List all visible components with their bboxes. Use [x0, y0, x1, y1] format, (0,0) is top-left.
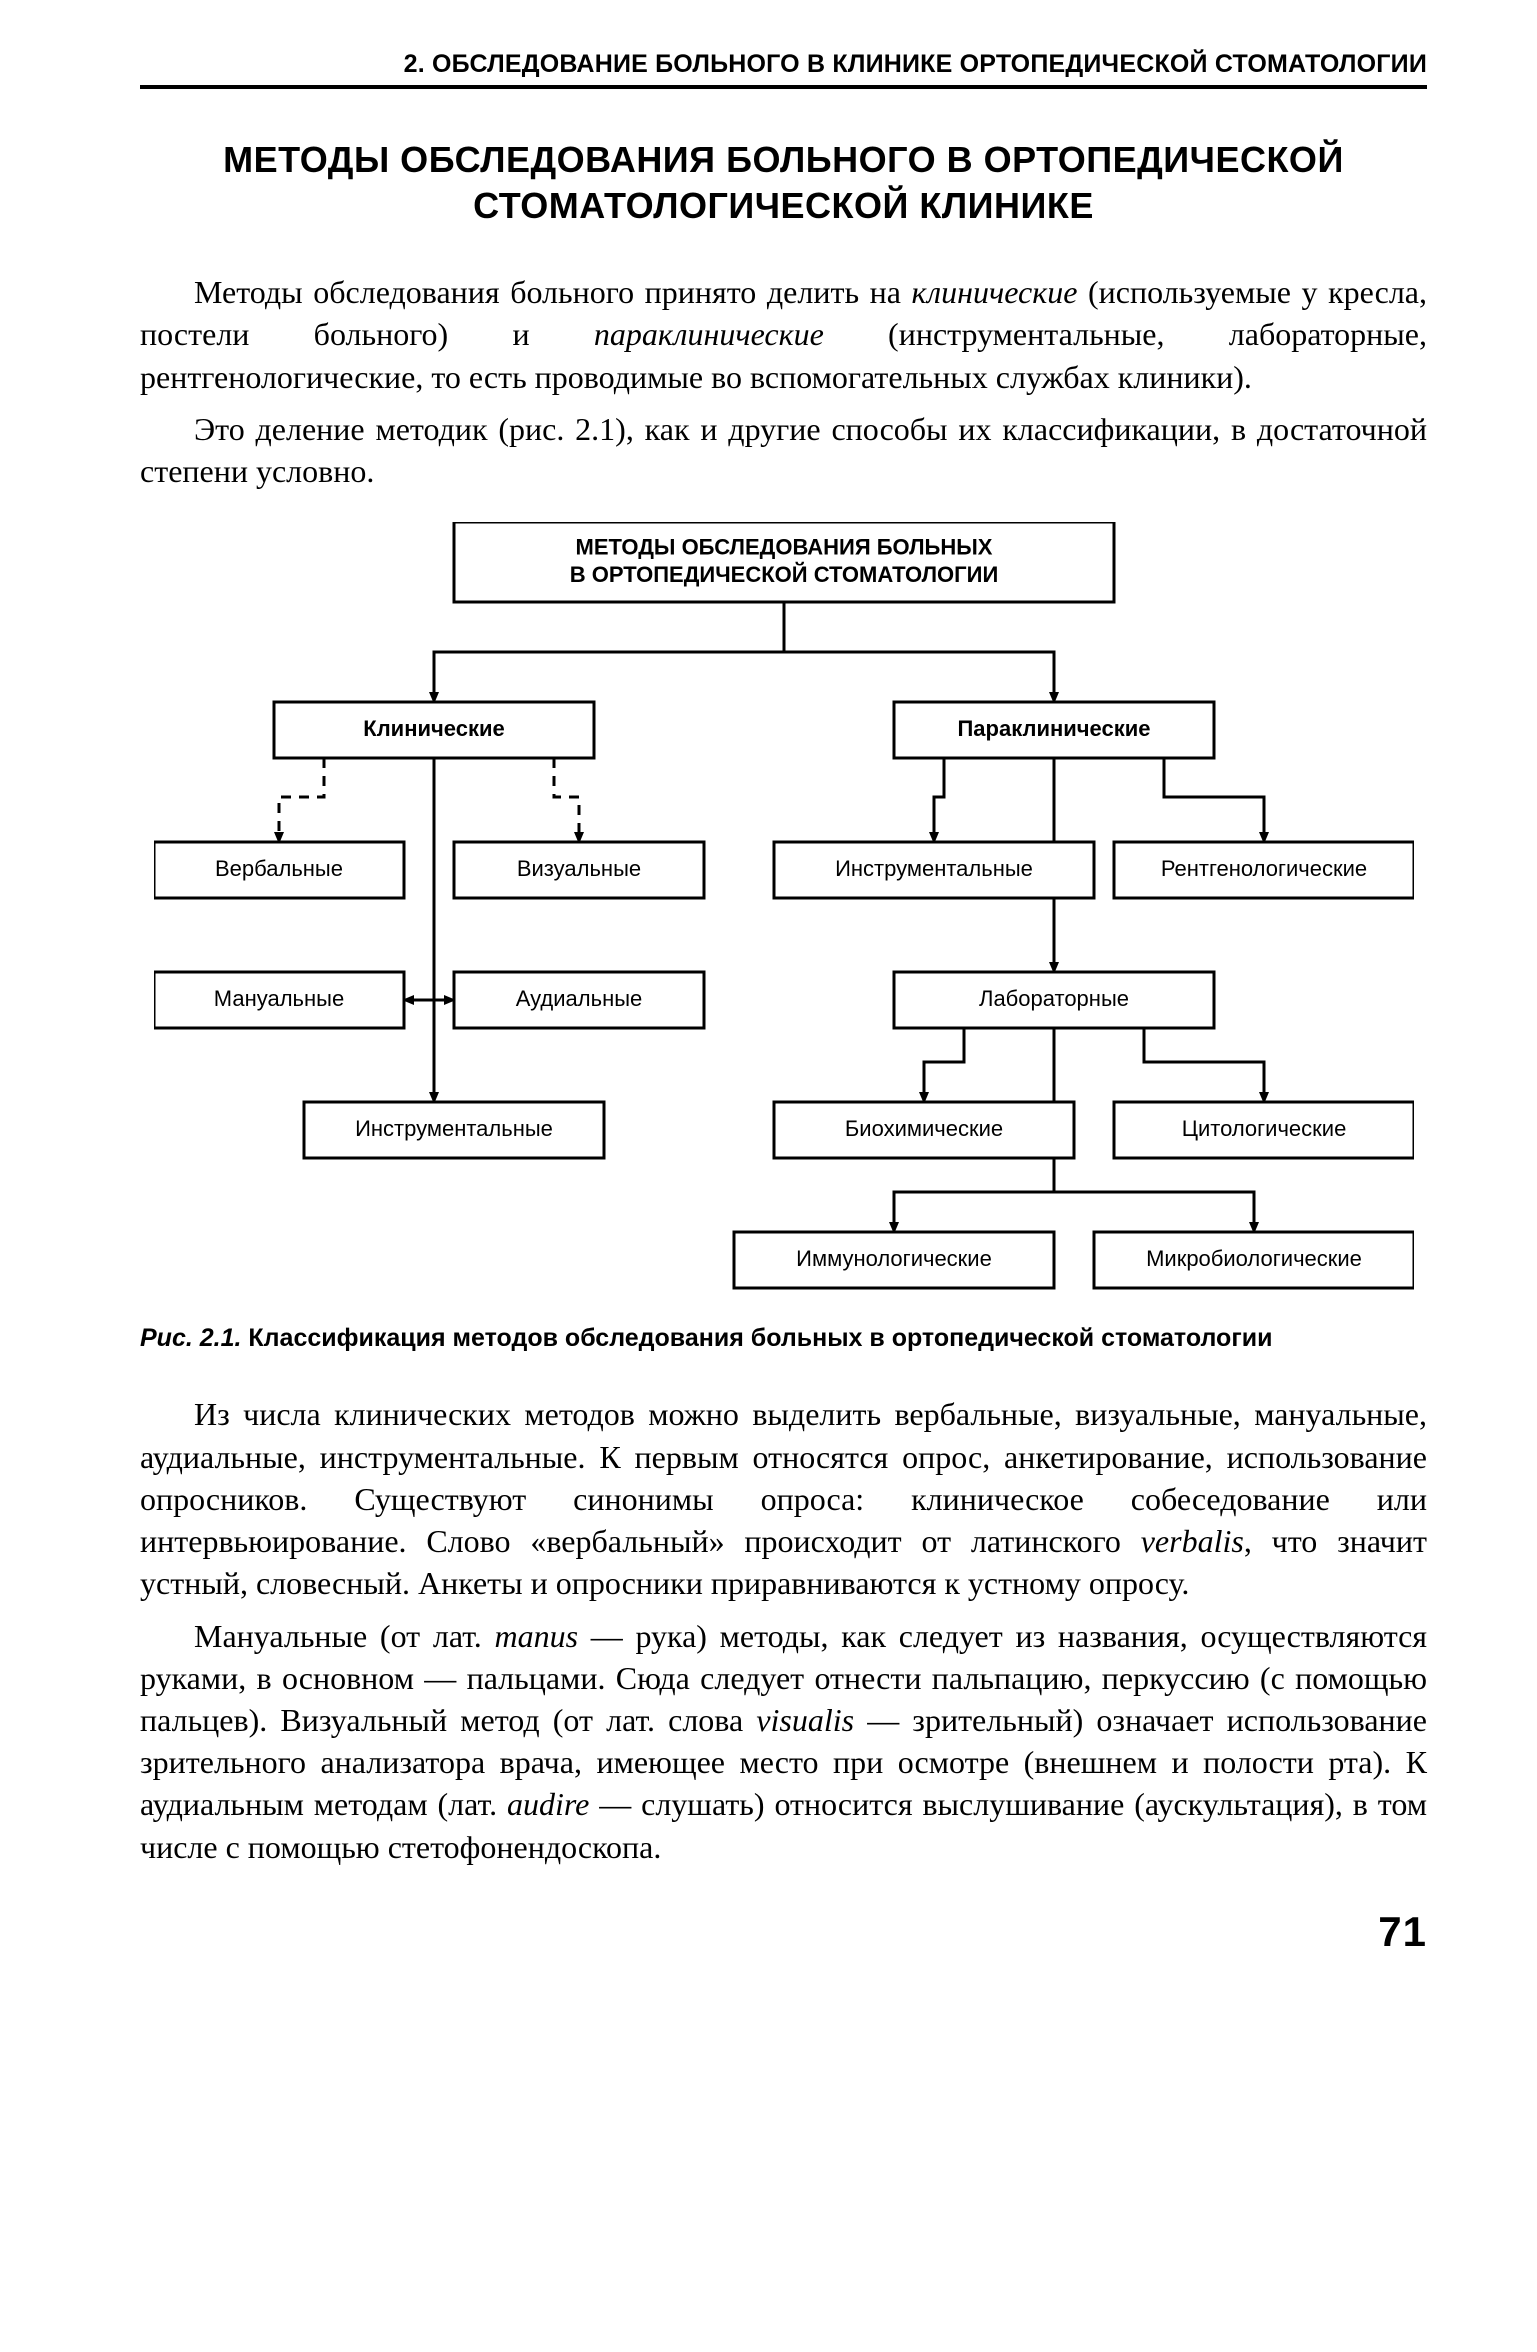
- svg-text:Рентгенологические: Рентгенологические: [1160, 856, 1366, 881]
- svg-text:Микробиологические: Микробиологические: [1146, 1246, 1362, 1271]
- figure-caption: Рис. 2.1. Классификация методов обследов…: [140, 1324, 1427, 1353]
- svg-text:Биохимические: Биохимические: [844, 1116, 1002, 1141]
- svg-text:Аудиальные: Аудиальные: [515, 986, 642, 1011]
- text: Мануальные (от лат.: [194, 1618, 494, 1654]
- page: 2. ОБСЛЕДОВАНИЕ БОЛЬНОГО В КЛИНИКЕ ОРТОП…: [0, 0, 1537, 1996]
- svg-text:Мануальные: Мануальные: [213, 986, 343, 1011]
- svg-text:Инструментальные: Инструментальные: [835, 856, 1033, 881]
- italic: verbalis: [1141, 1523, 1244, 1559]
- svg-text:В ОРТОПЕДИЧЕСКОЙ СТОМАТОЛОГИИ: В ОРТОПЕДИЧЕСКОЙ СТОМАТОЛОГИИ: [569, 562, 998, 587]
- caption-text: Классификация методов обследования больн…: [241, 1324, 1272, 1352]
- paragraph-1: Методы обследования больного принято дел…: [140, 271, 1427, 398]
- italic: visualis: [756, 1702, 854, 1738]
- caption-lead: Рис. 2.1.: [140, 1324, 241, 1352]
- svg-text:Вербальные: Вербальные: [215, 856, 343, 881]
- text: Методы обследования больного принято дел…: [194, 274, 912, 310]
- italic: manus: [494, 1618, 578, 1654]
- svg-text:Цитологические: Цитологические: [1181, 1116, 1346, 1141]
- paragraph-4: Мануальные (от лат. manus — рука) методы…: [140, 1615, 1427, 1868]
- running-head: 2. ОБСЛЕДОВАНИЕ БОЛЬНОГО В КЛИНИКЕ ОРТОП…: [140, 50, 1427, 89]
- svg-text:Визуальные: Визуальные: [516, 856, 640, 881]
- svg-text:Иммунологические: Иммунологические: [796, 1246, 992, 1271]
- page-title: МЕТОДЫ ОБСЛЕДОВАНИЯ БОЛЬНОГО В ОРТОПЕДИЧ…: [140, 137, 1427, 229]
- classification-diagram: МЕТОДЫ ОБСЛЕДОВАНИЯ БОЛЬНЫХВ ОРТОПЕДИЧЕС…: [140, 522, 1427, 1302]
- italic: audire: [507, 1786, 589, 1822]
- svg-text:Инструментальные: Инструментальные: [355, 1116, 553, 1141]
- svg-text:МЕТОДЫ ОБСЛЕДОВАНИЯ БОЛЬНЫХ: МЕТОДЫ ОБСЛЕДОВАНИЯ БОЛЬНЫХ: [575, 535, 992, 560]
- italic: параклинические: [594, 316, 824, 352]
- svg-text:Клинические: Клинические: [363, 716, 504, 741]
- svg-text:Лабораторные: Лабораторные: [979, 986, 1129, 1011]
- paragraph-2: Это деление методик (рис. 2.1), как и др…: [140, 408, 1427, 492]
- svg-text:Параклинические: Параклинические: [957, 716, 1150, 741]
- paragraph-3: Из числа клинических методов можно выдел…: [140, 1393, 1427, 1604]
- page-number: 71: [140, 1908, 1427, 1956]
- italic: клинические: [912, 274, 1078, 310]
